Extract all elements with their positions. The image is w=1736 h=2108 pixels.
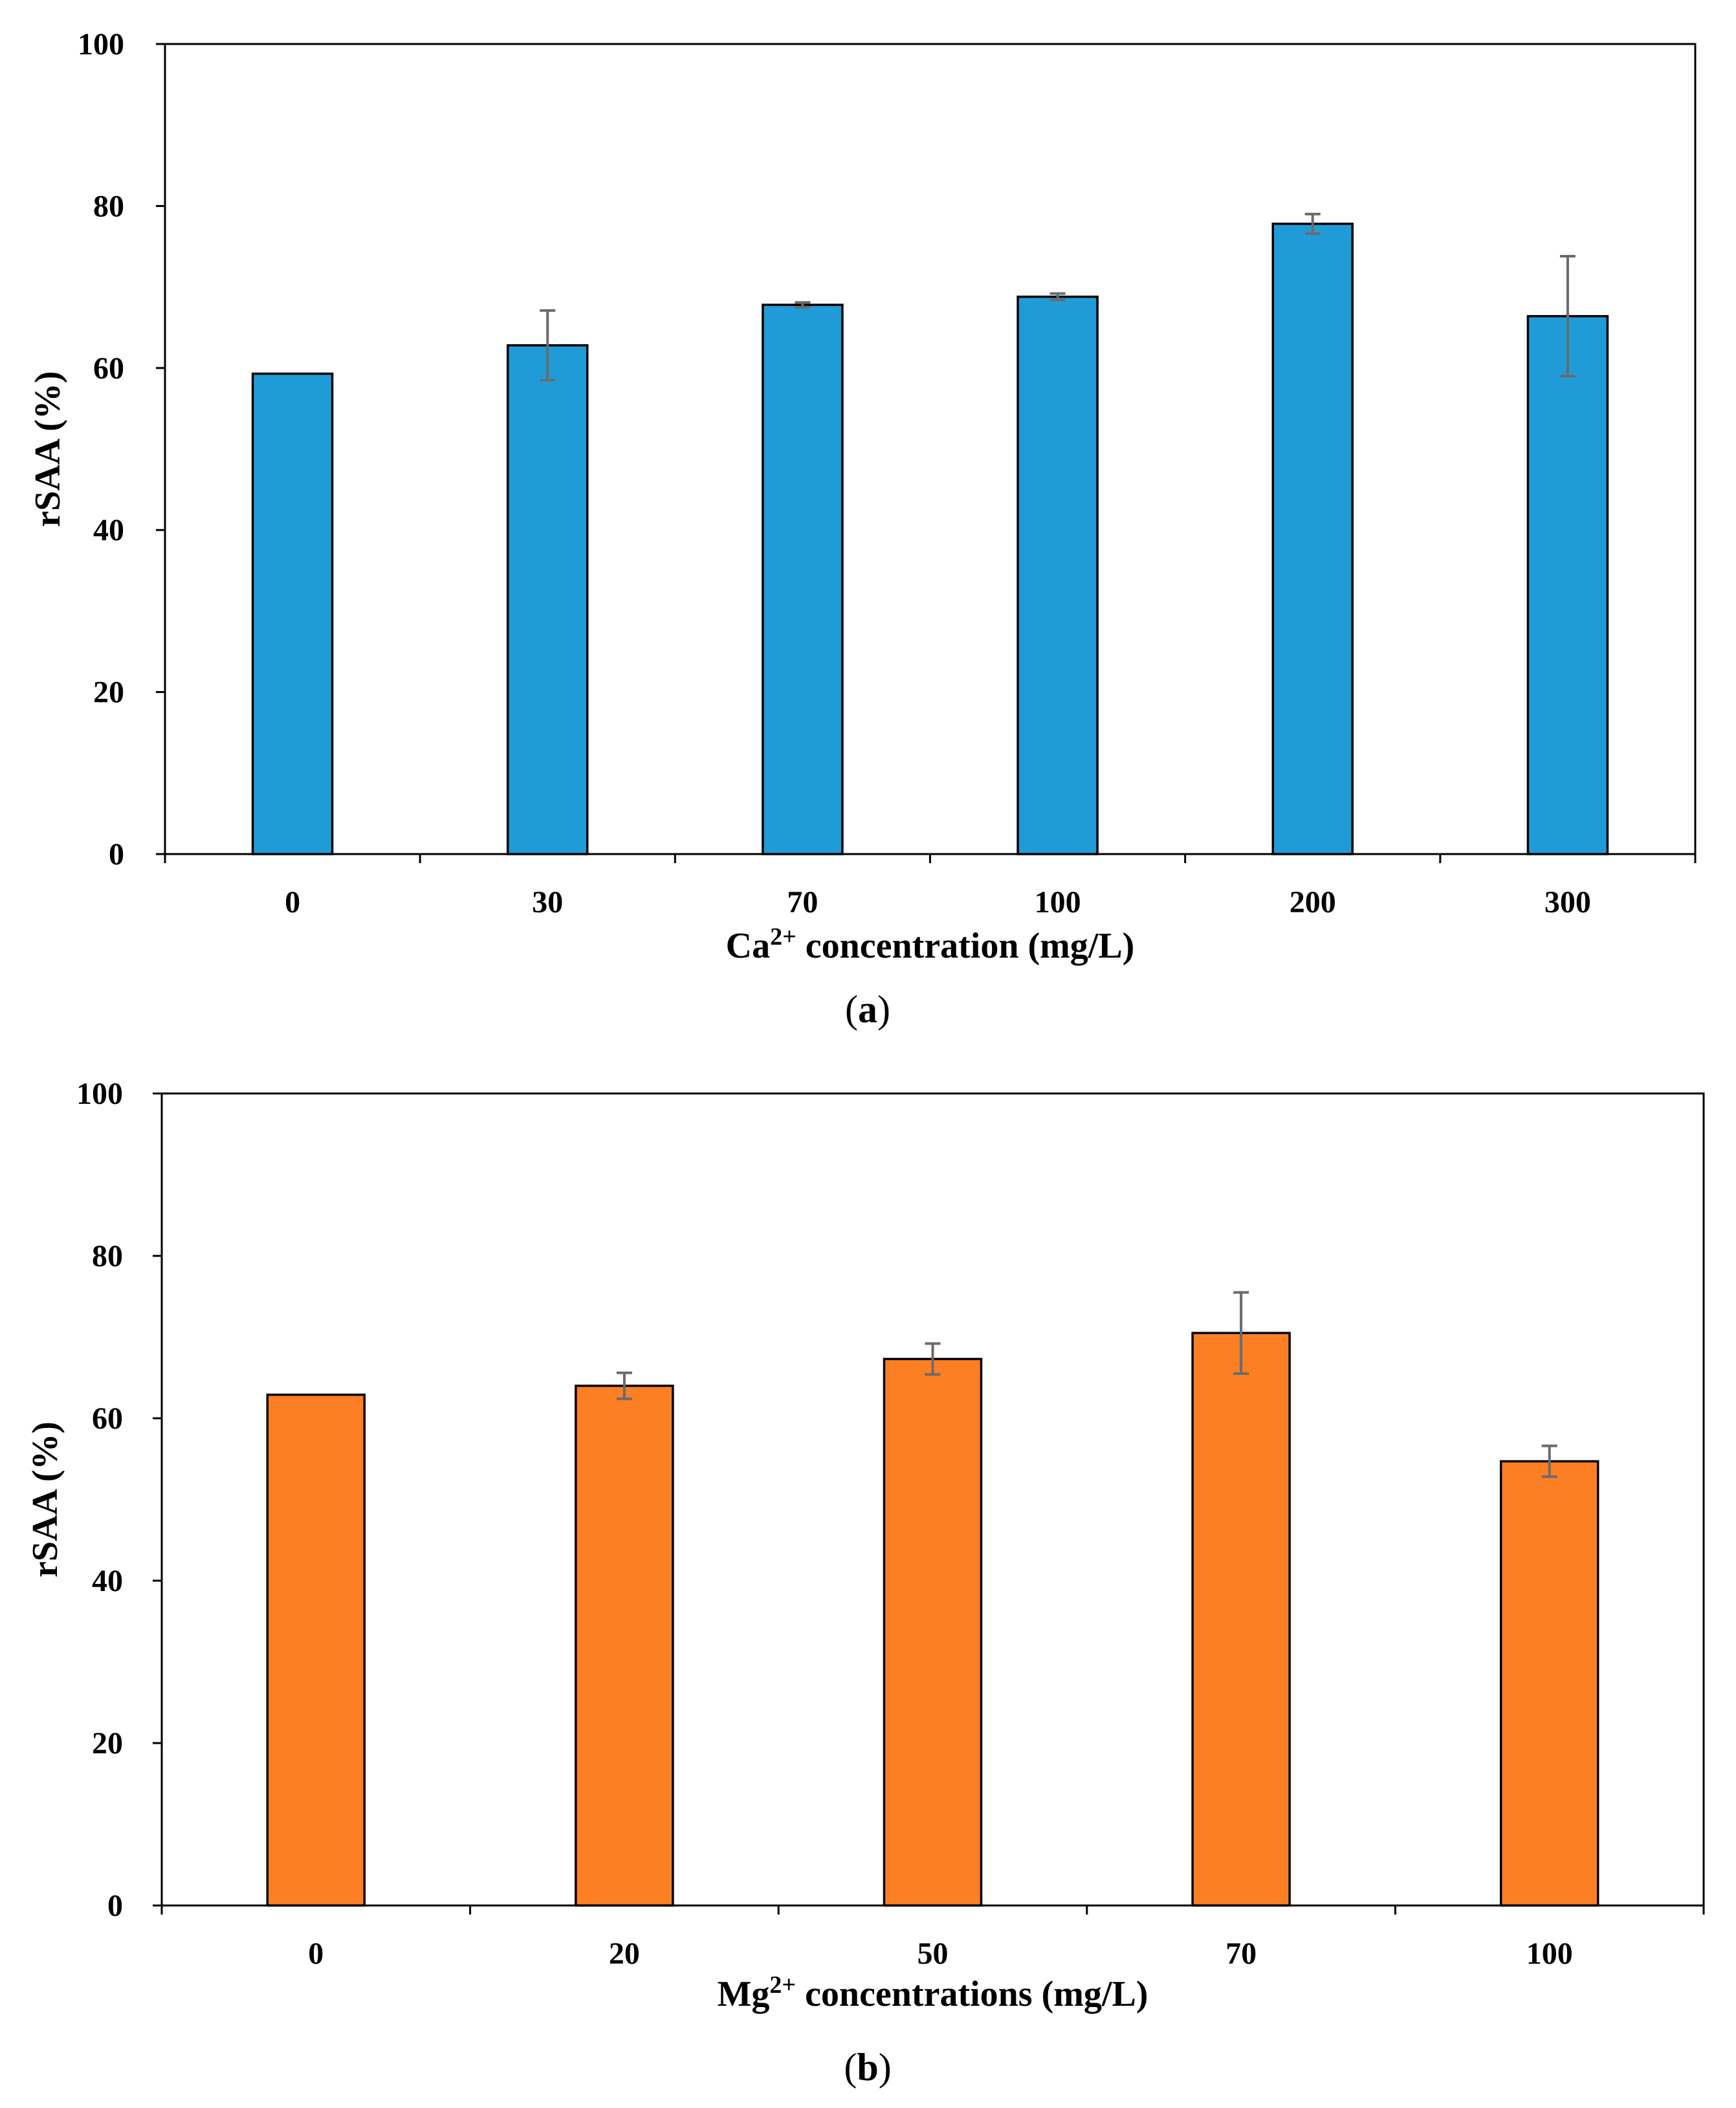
x-tick-label: 0 — [285, 885, 300, 919]
x-tick-label: 20 — [609, 1937, 640, 1971]
panel-caption-close: ) — [877, 988, 890, 1031]
x-axis-title-ion: Mg — [718, 1974, 770, 2014]
x-axis-title-charge: 2+ — [769, 1971, 796, 1999]
panel-caption-open: ( — [844, 2046, 857, 2089]
panel-caption: (a) — [845, 988, 890, 1031]
error-bar-30 — [540, 309, 556, 382]
y-tick-label: 20 — [93, 675, 124, 710]
panel-caption-open: ( — [845, 988, 858, 1031]
panel-caption: (b) — [844, 2046, 891, 2089]
y-tick-label: 80 — [92, 1239, 123, 1273]
error-bar-70 — [795, 301, 811, 309]
panel-caption-letter: b — [857, 2046, 878, 2089]
bar-300 — [1526, 314, 1609, 855]
x-tick-label: 70 — [1225, 1937, 1257, 1971]
chart-b: 0 20 40 60 80 100 0 20 50 70 100 Mg2+ concentration… — [25, 1077, 1705, 2089]
x-tick-label: 100 — [1526, 1937, 1573, 1971]
panel-caption-letter: a — [858, 988, 877, 1031]
y-tick-label: 40 — [92, 1564, 123, 1598]
x-tick-label: 70 — [787, 885, 818, 919]
x-tick-label: 50 — [917, 1937, 949, 1971]
x-tick-label: 200 — [1290, 885, 1336, 919]
x-axis-title: Ca2+ concentration (mg/L) — [726, 923, 1135, 966]
bar-100 — [1016, 295, 1099, 855]
error-bar-20 — [616, 1371, 632, 1400]
x-tick-label: 100 — [1035, 885, 1081, 919]
x-axis-title-unit: concentrations (mg/L) — [796, 1974, 1148, 2014]
y-tick-label: 0 — [107, 1889, 123, 1923]
y-tick-label: 80 — [93, 189, 124, 223]
y-tick-label: 40 — [93, 513, 124, 547]
x-tick-label: 30 — [532, 885, 563, 919]
bar-50 — [883, 1357, 983, 1907]
x-tick-label: 0 — [308, 1937, 324, 1971]
x-axis-title-charge: 2+ — [770, 923, 797, 950]
y-tick-label: 100 — [76, 1077, 123, 1111]
y-axis-title: rSAA (%) — [28, 371, 68, 527]
bar-70 — [762, 303, 844, 855]
bar-0 — [266, 1393, 366, 1907]
y-tick-label: 60 — [92, 1401, 123, 1436]
x-tick-label: 300 — [1544, 885, 1591, 919]
error-bar-200 — [1304, 212, 1321, 235]
bar-0 — [251, 372, 334, 855]
x-axis-title-unit: concentration (mg/L) — [797, 926, 1135, 966]
chart-a: 0 20 40 60 80 100 0 30 70 100 200 300 Ca2+ concentra… — [28, 27, 1697, 1031]
panel-caption-close: ) — [879, 2046, 892, 2089]
error-bar-70 — [1233, 1291, 1249, 1375]
bar-100 — [1499, 1460, 1599, 1907]
bar-200 — [1271, 223, 1354, 855]
y-tick-label: 0 — [109, 837, 124, 872]
y-axis-title: rSAA (%) — [25, 1422, 65, 1577]
y-tick-label: 100 — [78, 27, 124, 61]
error-bar-100 — [1049, 292, 1066, 302]
bar-30 — [507, 344, 589, 855]
bar-70 — [1191, 1332, 1291, 1907]
y-tick-label: 60 — [93, 351, 124, 386]
error-bar-300 — [1559, 255, 1576, 378]
y-tick-label: 20 — [92, 1726, 123, 1761]
error-bar-100 — [1541, 1444, 1557, 1478]
error-bar-50 — [925, 1342, 941, 1376]
bar-20 — [575, 1385, 674, 1907]
x-axis-title: Mg2+ concentrations (mg/L) — [718, 1971, 1148, 2014]
plot-frame — [164, 43, 1697, 855]
x-axis-title-ion: Ca — [726, 926, 770, 966]
